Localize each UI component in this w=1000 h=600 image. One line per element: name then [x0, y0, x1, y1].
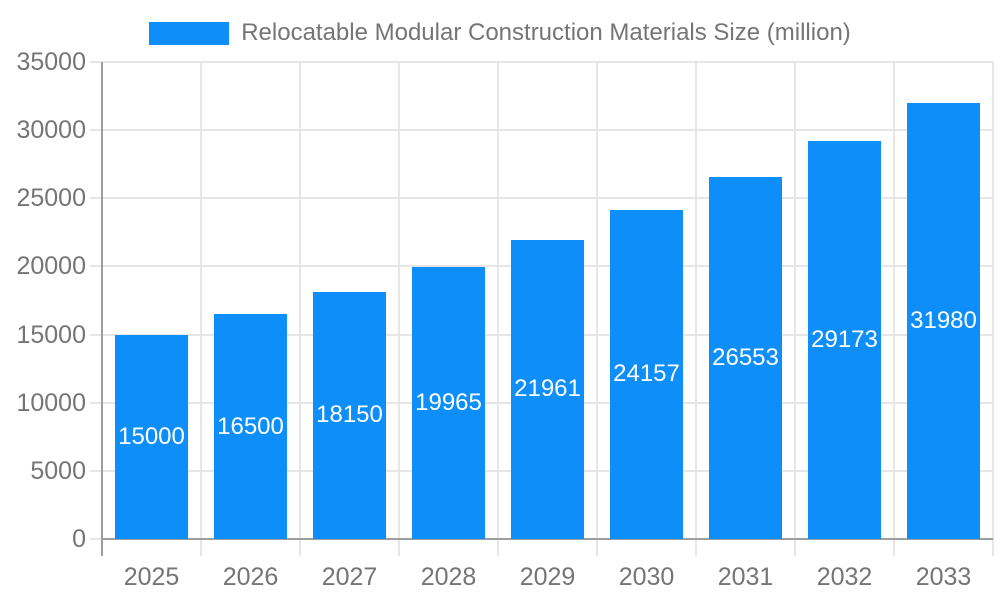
bar: [313, 291, 386, 539]
bar: [412, 266, 485, 539]
bar: [610, 209, 683, 539]
y-axis-tick: [90, 401, 102, 404]
bar-value-label: 19965: [415, 388, 482, 416]
y-axis-tick: [90, 197, 102, 200]
bar-value-label: 26553: [712, 344, 779, 372]
bar-value-label: 15000: [118, 422, 185, 450]
y-axis-label: 20000: [16, 252, 86, 281]
bar-value-label: 29173: [811, 326, 878, 354]
x-axis-tick: [893, 539, 895, 556]
x-gridline: [497, 62, 499, 539]
x-axis-label: 2026: [222, 563, 279, 591]
y-gridline: [102, 197, 993, 200]
y-axis-tick: [90, 265, 102, 268]
x-axis-label: 2031: [717, 563, 774, 591]
bar: [907, 103, 980, 539]
y-axis-label: 35000: [16, 48, 86, 76]
bar: [709, 177, 782, 539]
y-axis-label: 10000: [16, 388, 86, 417]
y-axis-tick: [90, 61, 102, 63]
x-axis-label: 2033: [915, 563, 972, 591]
bar-value-label: 18150: [316, 401, 383, 429]
bar: [214, 314, 287, 539]
x-axis-label: 2028: [420, 563, 477, 591]
x-axis-label: 2029: [519, 563, 576, 591]
legend-swatch: [149, 21, 230, 45]
y-axis-tick: [90, 333, 102, 336]
x-gridline: [893, 62, 895, 539]
y-axis-label: 30000: [16, 116, 86, 145]
x-axis-tick: [794, 539, 796, 556]
x-gridline: [596, 62, 598, 539]
legend-label: Relocatable Modular Construction Materia…: [241, 19, 851, 46]
bar-value-label: 31980: [910, 307, 977, 335]
x-axis-tick: [398, 539, 400, 556]
x-gridline: [299, 62, 301, 539]
y-axis-label: 25000: [16, 184, 86, 213]
y-axis-tick: [90, 129, 102, 132]
x-axis-tick: [497, 539, 499, 556]
x-axis-tick: [596, 539, 598, 556]
x-gridline: [200, 62, 202, 539]
bar: [115, 334, 188, 539]
x-gridline: [695, 62, 697, 539]
x-axis-label: 2025: [123, 563, 180, 591]
bar-value-label: 16500: [217, 412, 284, 440]
y-axis-label: 15000: [16, 320, 86, 349]
y-axis-label: 0: [72, 525, 86, 553]
bar-value-label: 24157: [613, 360, 680, 388]
y-gridline: [102, 61, 993, 63]
bar: [808, 141, 881, 539]
x-gridline: [992, 62, 994, 539]
y-gridline: [102, 129, 993, 132]
x-axis-tick: [695, 539, 697, 556]
x-axis-label: 2030: [618, 563, 675, 591]
x-gridline: [398, 62, 400, 539]
bar: [511, 239, 584, 539]
y-axis-tick: [90, 469, 102, 472]
legend: Relocatable Modular Construction Materia…: [0, 18, 1000, 48]
x-axis-tick: [200, 539, 202, 556]
x-axis-tick: [299, 539, 301, 556]
bar-value-label: 21961: [514, 375, 581, 403]
x-axis-tick: [992, 539, 994, 556]
y-axis-line: [101, 62, 103, 556]
x-axis-label: 2032: [816, 563, 873, 591]
y-axis-label: 5000: [30, 456, 86, 485]
x-axis-baseline: [102, 538, 993, 540]
y-axis-tick: [90, 538, 102, 540]
x-gridline: [794, 62, 796, 539]
x-axis-label: 2027: [321, 563, 378, 591]
